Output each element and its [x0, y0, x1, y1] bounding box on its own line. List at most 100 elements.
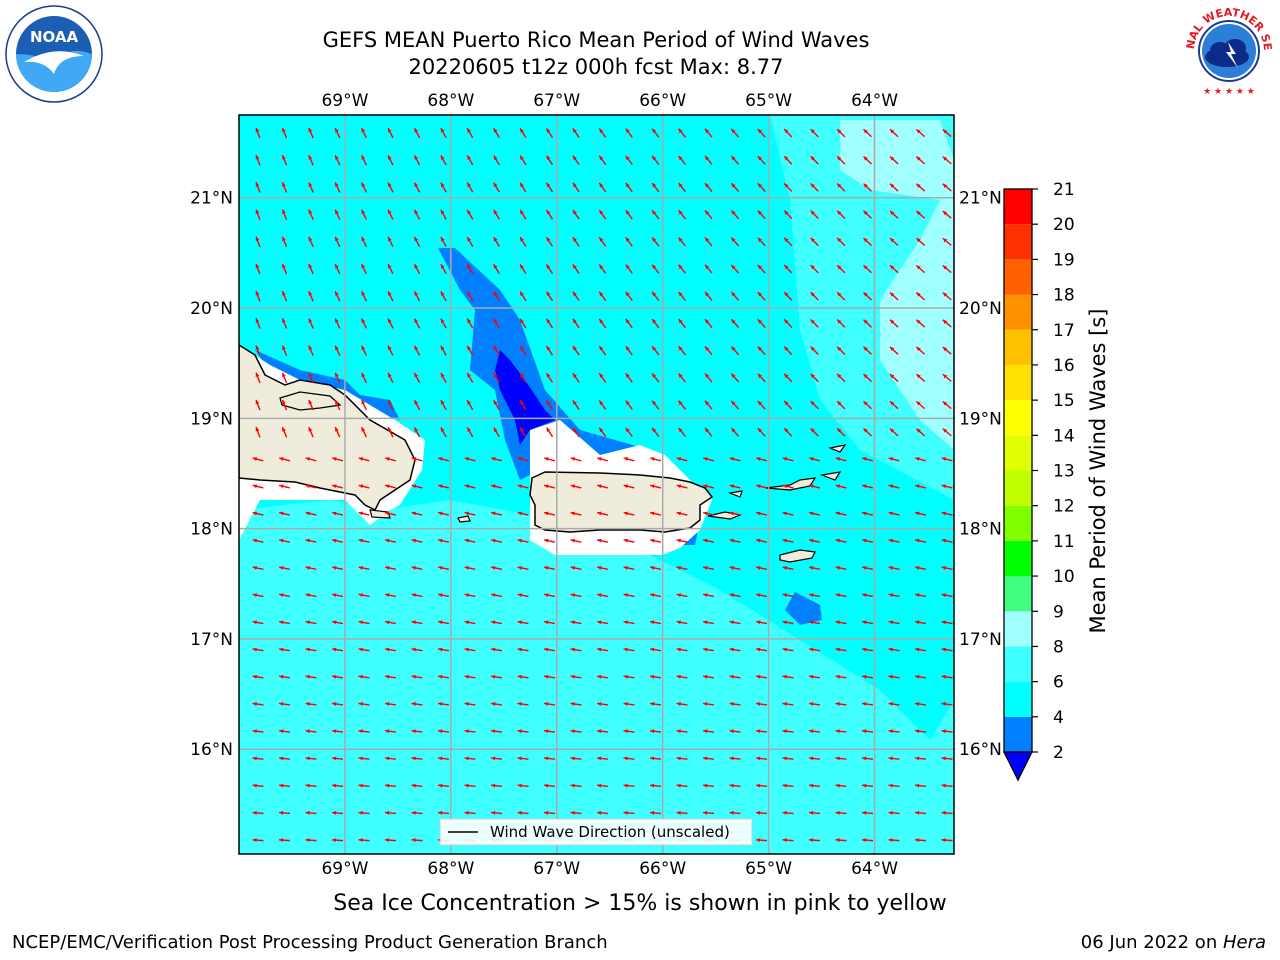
- wave-direction-arrowhead: [517, 647, 522, 652]
- wave-direction-arrowhead: [546, 264, 551, 269]
- wave-direction-arrowhead: [464, 457, 470, 461]
- wave-direction-arrowhead: [862, 538, 867, 543]
- wave-direction-arrowhead: [572, 128, 577, 133]
- wave-direction-arrowhead: [546, 237, 551, 242]
- wave-direction-arrowhead: [809, 702, 814, 706]
- wave-direction-arrowhead: [837, 237, 842, 243]
- wave-direction-arrowhead: [305, 565, 310, 570]
- wave-direction-arrowhead: [862, 756, 867, 761]
- wave-direction-arrowhead: [517, 620, 522, 625]
- colorbar-segment: [1004, 681, 1032, 717]
- wave-direction-arrowhead: [517, 538, 523, 543]
- noaa-logo: NOAA: [4, 4, 104, 104]
- wave-direction-arrowhead: [941, 783, 946, 788]
- wave-direction-arrowhead: [888, 729, 893, 734]
- wave-direction-arrowhead: [757, 319, 762, 324]
- wave-direction-arrowhead: [544, 565, 549, 570]
- wave-direction-arrowhead: [279, 702, 284, 706]
- wave-direction-arrowhead: [888, 620, 893, 625]
- wave-direction-arrowhead: [916, 265, 921, 270]
- wave-direction-arrowhead: [411, 729, 416, 734]
- wave-direction-arrowhead: [623, 593, 628, 598]
- wave-direction-arrowhead: [493, 264, 498, 269]
- wave-direction-arrowhead: [252, 756, 257, 761]
- wave-direction-arrowhead: [652, 400, 657, 406]
- colorbar-tick-label: 18: [1053, 286, 1075, 306]
- colorbar-segment: [1004, 259, 1032, 295]
- wave-direction-arrowhead: [570, 810, 575, 815]
- wave-direction-arrowhead: [332, 674, 337, 679]
- wave-direction-arrowhead: [809, 838, 814, 843]
- ocean-2-4s-region: [438, 248, 650, 480]
- wave-direction-arrowhead: [546, 318, 551, 324]
- colorbar-tick-label: 17: [1053, 321, 1075, 341]
- wave-direction-arrowhead: [570, 593, 575, 598]
- wave-direction-arrowhead: [520, 400, 524, 405]
- wave-direction-arrowhead: [810, 265, 815, 270]
- wave-direction-arrowhead: [255, 263, 260, 269]
- wave-direction-arrowhead: [361, 264, 366, 269]
- wave-direction-arrowhead: [889, 265, 895, 270]
- wave-direction-arrowhead: [388, 155, 392, 160]
- wave-direction-arrowhead: [414, 155, 419, 160]
- wave-direction-arrowhead: [467, 182, 471, 188]
- wave-direction-arrowhead: [332, 538, 337, 543]
- wave-direction-arrowhead: [597, 647, 602, 652]
- wave-direction-arrowhead: [255, 182, 260, 187]
- wave-direction-arrowhead: [623, 702, 628, 706]
- wave-direction-arrowhead: [255, 427, 260, 432]
- svg-text:★ ★ ★ ★ ★: ★ ★ ★ ★ ★: [1203, 87, 1255, 97]
- lon-tick-label: 64°W: [851, 859, 898, 879]
- wave-direction-arrowhead: [784, 346, 789, 351]
- wave-direction-arrowhead: [308, 236, 313, 242]
- lon-tick-label: 67°W: [533, 91, 580, 111]
- wave-direction-arrowhead: [704, 183, 710, 188]
- wave-direction-arrowhead: [388, 264, 392, 269]
- wave-direction-arrowhead: [361, 182, 366, 187]
- wave-direction-arrowhead: [703, 810, 708, 815]
- wave-direction-arrowhead: [703, 783, 708, 788]
- wave-direction-arrowhead: [782, 593, 787, 598]
- wave-direction-arrowhead: [358, 756, 363, 761]
- wave-direction-arrowhead: [493, 318, 498, 324]
- colorbar-segment: [1004, 646, 1032, 682]
- wave-direction-arrowhead: [756, 620, 761, 625]
- wave-direction-arrowhead: [623, 538, 629, 543]
- wave-direction-arrowhead: [756, 484, 761, 489]
- wave-direction-arrowhead: [650, 620, 655, 625]
- wave-direction-arrowhead: [784, 128, 789, 134]
- wave-direction-arrowhead: [915, 729, 920, 734]
- wave-direction-arrowhead: [729, 620, 734, 625]
- wave-direction-arrowhead: [782, 620, 787, 625]
- wave-direction-arrowhead: [305, 838, 310, 843]
- wave-direction-arrowhead: [308, 291, 313, 296]
- colorbar-segment: [1004, 435, 1032, 471]
- wave-direction-arrowhead: [652, 373, 657, 378]
- wave-direction-arrowhead: [520, 345, 524, 351]
- wave-direction-arrowhead: [784, 292, 789, 297]
- wave-direction-arrowhead: [411, 783, 416, 788]
- wave-direction-arrowhead: [358, 593, 363, 598]
- colorbar-segment: [1004, 470, 1032, 506]
- wave-direction-arrowhead: [757, 210, 762, 215]
- wave-direction-arrowhead: [358, 783, 363, 788]
- wave-direction-arrowhead: [650, 457, 655, 461]
- wave-direction-arrowhead: [467, 209, 471, 215]
- colorbar-tick-label: 20: [1053, 215, 1075, 235]
- wave-direction-arrowhead: [863, 374, 868, 379]
- wave-direction-arrowhead: [625, 400, 630, 405]
- wave-direction-arrowhead: [438, 702, 443, 706]
- wave-direction-arrowhead: [837, 401, 842, 406]
- wave-direction-arrowhead: [729, 538, 735, 543]
- colorbar-segment: [1004, 400, 1032, 436]
- wave-direction-arrowhead: [678, 155, 683, 161]
- wave-direction-arrowhead: [888, 810, 893, 815]
- wave-direction-arrowhead: [570, 674, 575, 679]
- wave-direction-arrowhead: [941, 647, 946, 652]
- wave-direction-arrowhead: [279, 674, 284, 679]
- colorbar-tick-label: 8: [1053, 637, 1064, 657]
- wave-direction-arrowhead: [305, 593, 310, 598]
- wave-direction-arrowhead: [385, 484, 390, 489]
- wave-direction-arrowhead: [863, 265, 868, 270]
- wave-direction-arrowhead: [704, 128, 710, 134]
